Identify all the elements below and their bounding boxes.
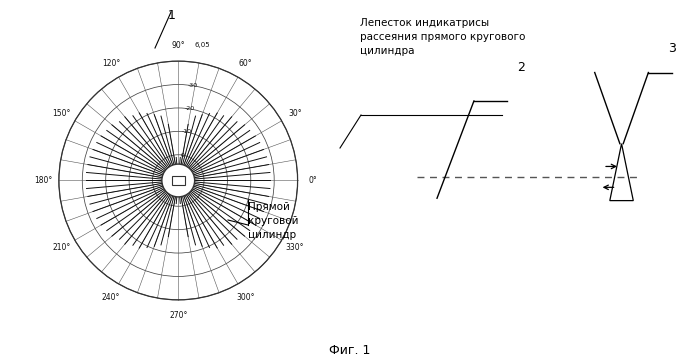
Text: 2: 2: [517, 61, 525, 74]
Text: Фиг. 1: Фиг. 1: [329, 344, 370, 357]
Text: 30°: 30°: [288, 109, 301, 118]
Text: 180°: 180°: [34, 176, 53, 185]
Text: Прямой
круговой
цилиндр: Прямой круговой цилиндр: [248, 202, 298, 240]
Text: 0°: 0°: [308, 176, 317, 185]
Text: 300°: 300°: [236, 292, 254, 301]
Text: 210°: 210°: [52, 243, 71, 252]
Circle shape: [162, 164, 194, 197]
Text: 240°: 240°: [102, 292, 120, 301]
Text: 90°: 90°: [171, 42, 185, 51]
Text: -20: -20: [185, 106, 194, 111]
Text: 3: 3: [668, 42, 676, 55]
Text: -30: -30: [188, 83, 198, 88]
Text: -10: -10: [181, 129, 192, 134]
Text: Лепесток индикатрисы
рассеяния прямого кругового
цилиндра: Лепесток индикатрисы рассеяния прямого к…: [360, 18, 526, 56]
Text: 150°: 150°: [52, 109, 71, 118]
Text: 1: 1: [167, 9, 175, 22]
Text: 0: 0: [181, 152, 185, 157]
Text: 6,05: 6,05: [194, 42, 210, 48]
Text: 330°: 330°: [285, 243, 304, 252]
FancyBboxPatch shape: [172, 176, 185, 185]
Text: 120°: 120°: [102, 60, 120, 69]
Text: 270°: 270°: [169, 310, 187, 319]
Text: 60°: 60°: [239, 60, 252, 69]
